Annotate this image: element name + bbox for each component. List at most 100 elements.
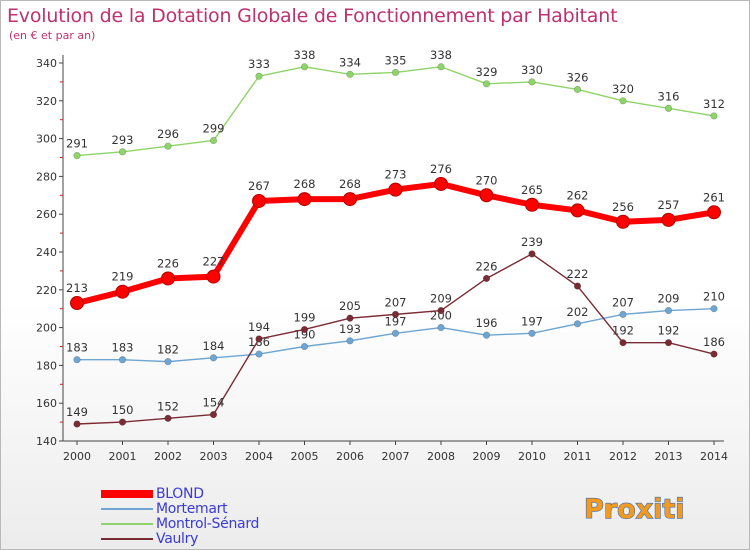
data-label-mortemart: 183 xyxy=(112,341,134,355)
data-point-mortemart xyxy=(391,329,400,337)
x-tick-label: 2005 xyxy=(291,450,319,463)
data-label-blond: 219 xyxy=(112,270,134,284)
data-point-mortemart xyxy=(346,337,354,345)
data-point-blond xyxy=(661,212,676,227)
data-point-montrol-s-nard xyxy=(346,70,354,78)
data-point-montrol-s-nard xyxy=(482,80,491,88)
data-point-blond xyxy=(616,214,630,229)
data-label-vaulry: 205 xyxy=(339,299,361,313)
y-tick-label: 240 xyxy=(36,246,57,259)
y-tick-label: 300 xyxy=(36,133,57,146)
data-label-mortemart: 184 xyxy=(203,339,225,353)
data-point-vaulry xyxy=(573,282,582,290)
data-point-vaulry xyxy=(437,306,445,315)
data-label-mortemart: 182 xyxy=(157,343,179,357)
data-label-blond: 213 xyxy=(66,281,88,295)
data-point-mortemart xyxy=(255,350,263,358)
data-point-mortemart xyxy=(528,329,536,337)
data-label-montrol-s-nard: 334 xyxy=(339,55,361,69)
data-point-mortemart xyxy=(573,320,582,328)
y-tick-label: 140 xyxy=(36,435,57,448)
data-point-blond xyxy=(252,193,266,208)
data-point-montrol-s-nard xyxy=(118,148,127,156)
data-label-mortemart: 207 xyxy=(612,295,634,309)
data-label-blond: 261 xyxy=(703,190,725,204)
x-tick-label: 2011 xyxy=(564,450,592,463)
legend-swatch-vaulry xyxy=(101,538,153,540)
legend-swatch-montrol-s-nard xyxy=(101,523,153,525)
legend-label-montrol-s-nard: Montrol-Sénard xyxy=(156,516,260,532)
data-point-mortemart xyxy=(664,306,673,315)
data-label-blond: 267 xyxy=(248,179,270,193)
x-tick-label: 2004 xyxy=(245,450,273,463)
x-tick-label: 2009 xyxy=(473,450,501,463)
data-label-vaulry: 149 xyxy=(66,405,88,419)
data-point-vaulry xyxy=(664,339,673,347)
data-label-mortemart: 200 xyxy=(430,309,452,323)
data-label-mortemart: 197 xyxy=(385,314,407,328)
x-tick-label: 2001 xyxy=(109,450,137,463)
data-point-mortemart xyxy=(710,305,718,313)
data-point-montrol-s-nard xyxy=(619,97,627,105)
data-label-vaulry: 222 xyxy=(567,267,589,281)
data-point-mortemart xyxy=(437,324,445,332)
x-tick-label: 2007 xyxy=(382,450,410,463)
data-point-vaulry xyxy=(300,325,309,334)
data-label-montrol-s-nard: 312 xyxy=(703,97,725,111)
data-label-vaulry: 154 xyxy=(203,396,225,410)
data-point-vaulry xyxy=(164,414,172,422)
data-point-montrol-s-nard xyxy=(391,68,400,77)
data-point-montrol-s-nard xyxy=(255,72,263,80)
y-tick-label: 260 xyxy=(36,208,57,221)
data-point-vaulry xyxy=(619,339,627,347)
data-label-vaulry: 199 xyxy=(294,310,316,324)
data-label-blond: 268 xyxy=(339,177,361,191)
data-label-montrol-s-nard: 299 xyxy=(203,121,225,135)
legend-label-blond: BLOND xyxy=(156,486,204,502)
x-tick-label: 2000 xyxy=(63,450,91,463)
data-label-mortemart: 193 xyxy=(339,322,361,336)
data-point-blond xyxy=(434,176,448,191)
data-label-vaulry: 226 xyxy=(476,259,498,273)
legend-label-mortemart: Mortemart xyxy=(156,501,228,517)
series-line-montrol-s-nard xyxy=(76,66,715,157)
x-tick-label: 2014 xyxy=(700,450,728,463)
data-point-mortemart xyxy=(73,356,81,364)
x-tick-label: 2006 xyxy=(336,450,364,463)
data-label-mortemart: 202 xyxy=(567,305,589,319)
y-tick-label: 280 xyxy=(36,170,57,183)
data-point-mortemart xyxy=(619,310,627,318)
x-tick-label: 2003 xyxy=(200,450,228,463)
data-point-mortemart xyxy=(164,358,172,366)
y-tick-label: 220 xyxy=(36,284,57,297)
data-point-montrol-s-nard xyxy=(164,142,172,150)
data-label-mortemart: 197 xyxy=(521,314,543,328)
data-label-montrol-s-nard: 296 xyxy=(157,127,179,141)
data-label-blond: 270 xyxy=(476,173,498,187)
data-point-montrol-s-nard xyxy=(573,85,582,94)
data-point-montrol-s-nard xyxy=(664,104,673,112)
data-point-vaulry xyxy=(482,274,491,283)
chart-title: Evolution de la Dotation Globale de Fonc… xyxy=(7,5,618,27)
data-label-montrol-s-nard: 291 xyxy=(66,137,88,151)
data-point-vaulry xyxy=(346,314,354,322)
data-point-montrol-s-nard xyxy=(209,136,218,145)
data-point-mortemart xyxy=(118,356,127,364)
legend-label-vaulry: Vaulry xyxy=(156,531,199,547)
data-point-blond xyxy=(343,192,357,207)
data-label-montrol-s-nard: 326 xyxy=(567,70,589,84)
data-label-montrol-s-nard: 330 xyxy=(521,63,543,77)
y-tick-label: 200 xyxy=(36,322,57,335)
data-point-vaulry xyxy=(710,350,718,358)
data-point-vaulry xyxy=(255,335,263,343)
data-point-blond xyxy=(115,284,130,299)
data-label-mortemart: 210 xyxy=(703,290,725,304)
data-point-blond xyxy=(297,192,312,207)
data-label-blond: 226 xyxy=(157,256,179,270)
data-point-blond xyxy=(707,205,721,220)
data-point-vaulry xyxy=(118,418,127,426)
y-tick-label: 340 xyxy=(36,57,57,70)
data-label-blond: 265 xyxy=(521,183,543,197)
data-label-blond: 273 xyxy=(385,168,407,182)
